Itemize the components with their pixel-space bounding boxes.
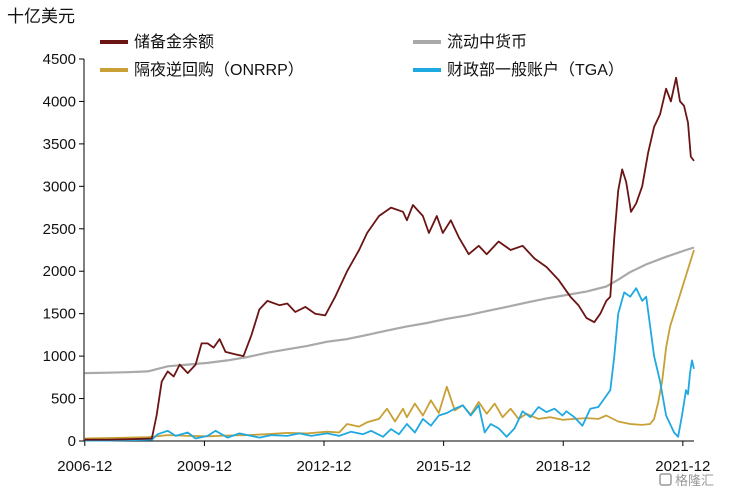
watermark-text: 格隆汇 <box>675 473 714 488</box>
y-tick-label: 1000 <box>43 348 76 365</box>
legend-label: 隔夜逆回购（ONRRP） <box>134 61 304 79</box>
y-tick-label: 3000 <box>43 178 76 195</box>
x-tick-label: 2018-12 <box>536 458 591 475</box>
series-line-0 <box>84 76 695 441</box>
y-axis: 0 500 1000 1500 2000 2500 3000 3500 4000 4500 <box>43 51 85 450</box>
x-tick-label: 2006-12 <box>57 458 112 475</box>
legend-label: 财政部一般账户（TGA） <box>447 61 624 79</box>
y-tick-label: 2500 <box>43 221 76 238</box>
watermark: 格隆汇 <box>659 473 714 488</box>
y-tick-label: 4500 <box>43 51 76 68</box>
legend-label: 储备金余额 <box>134 32 214 51</box>
series-line-1 <box>84 246 695 375</box>
y-tick-label: 2000 <box>43 263 76 280</box>
x-tick-label: 2021-12 <box>655 458 710 475</box>
x-tick-label: 2015-12 <box>416 458 471 475</box>
plot-area <box>84 76 695 442</box>
y-tick-label: 4000 <box>43 93 76 110</box>
x-tick-label: 2012-12 <box>296 458 351 475</box>
y-tick-label: 3500 <box>43 136 76 153</box>
series-line-3 <box>84 287 695 442</box>
watermark-logo-icon <box>659 473 672 486</box>
unit-label: 十亿美元 <box>7 7 75 26</box>
y-tick-label: 0 <box>68 433 76 450</box>
legend-label: 流动中货币 <box>447 33 527 51</box>
x-axis: 2006-12 2009-12 2012-12 2015-12 2018-12 2021-… <box>57 440 710 475</box>
series-line-2 <box>84 249 695 440</box>
y-tick-label: 1500 <box>43 306 76 323</box>
y-tick-label: 500 <box>51 391 76 408</box>
x-tick-label: 2009-12 <box>177 458 232 475</box>
